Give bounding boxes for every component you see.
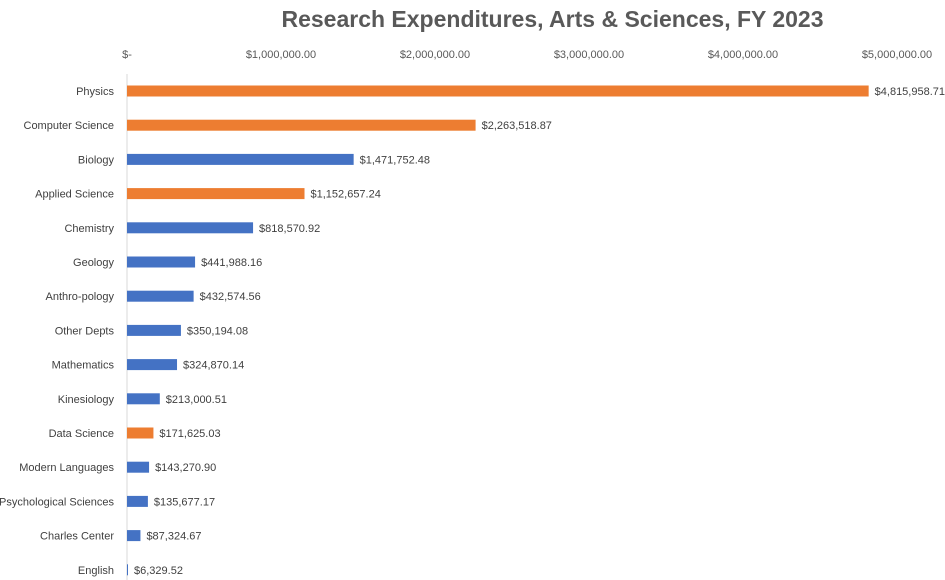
category-label: Data Science — [49, 428, 114, 440]
category-label: Computer Science — [24, 120, 115, 132]
bar — [127, 495, 148, 507]
bar — [127, 256, 196, 268]
data-label: $2,263,518.87 — [482, 120, 552, 132]
data-label: $818,570.92 — [259, 223, 320, 235]
x-tick-label: $- — [122, 49, 132, 61]
x-tick-label: $3,000,000.00 — [554, 49, 624, 61]
category-label: Other Depts — [55, 325, 115, 337]
bar — [127, 85, 869, 97]
category-label: Charles Center — [40, 531, 114, 543]
data-label: $87,324.67 — [146, 531, 201, 543]
category-label: Geology — [73, 257, 114, 269]
bar — [127, 153, 354, 165]
bar — [127, 359, 178, 371]
bar — [127, 324, 181, 336]
x-tick-label: $4,000,000.00 — [708, 49, 778, 61]
category-label: Modern Languages — [19, 462, 114, 474]
data-label: $171,625.03 — [159, 428, 220, 440]
bar — [127, 290, 194, 302]
data-label: $4,815,958.71 — [875, 86, 945, 98]
bar — [127, 461, 150, 473]
x-tick-label: $2,000,000.00 — [400, 49, 470, 61]
data-label: $1,471,752.48 — [360, 154, 430, 166]
bar — [127, 393, 160, 405]
category-label: Chemistry — [64, 223, 114, 235]
data-label: $1,152,657.24 — [311, 189, 381, 201]
chart-title: Research Expenditures, Arts & Sciences, … — [281, 6, 824, 32]
category-label: Biology — [78, 154, 115, 166]
data-label: $135,677.17 — [154, 496, 215, 508]
category-label: Kinesiology — [58, 394, 115, 406]
x-tick-label: $5,000,000.00 — [862, 49, 932, 61]
category-label: Psychological Sciences — [0, 496, 114, 508]
bar — [127, 119, 476, 131]
data-label: $213,000.51 — [166, 394, 227, 406]
data-label: $350,194.08 — [187, 325, 248, 337]
data-label: $324,870.14 — [183, 360, 244, 372]
category-label: Mathematics — [52, 360, 115, 372]
category-label: Physics — [76, 86, 114, 98]
data-label: $6,329.52 — [134, 565, 183, 577]
data-label: $432,574.56 — [200, 291, 261, 303]
data-label: $143,270.90 — [155, 462, 216, 474]
bar — [127, 188, 305, 200]
category-label: Anthro-pology — [46, 291, 115, 303]
bar — [127, 564, 128, 576]
x-tick-label: $1,000,000.00 — [246, 49, 316, 61]
category-label: English — [78, 565, 114, 577]
bar — [127, 427, 154, 439]
data-label: $441,988.16 — [201, 257, 262, 269]
bar — [127, 530, 141, 542]
bar — [127, 222, 254, 234]
category-label: Applied Science — [35, 189, 114, 201]
